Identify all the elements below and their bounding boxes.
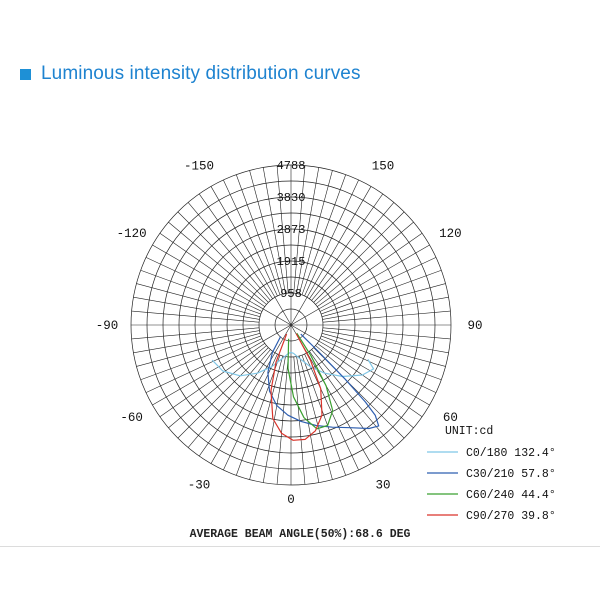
- grid-spoke: [276, 356, 289, 485]
- angle-label: 0: [287, 493, 295, 507]
- page-title: Luminous intensity distribution curves: [41, 63, 361, 84]
- angle-label: -30: [188, 478, 211, 492]
- grid-spoke: [293, 165, 306, 294]
- grid-spoke: [159, 232, 265, 307]
- grid-spoke: [296, 356, 320, 483]
- angle-label: 90: [467, 319, 482, 333]
- grid-spoke: [313, 211, 405, 303]
- grid-spoke: [223, 353, 278, 471]
- radial-tick-label: 958: [280, 287, 302, 301]
- grid-spoke: [131, 310, 260, 323]
- grid-spoke: [322, 327, 451, 340]
- grid-spoke: [322, 296, 449, 320]
- legend-entry: C30/210 57.8°: [466, 468, 556, 481]
- grid-spoke: [145, 338, 263, 393]
- grid-spoke: [311, 349, 395, 448]
- grid-spoke: [168, 345, 267, 429]
- section-header: Luminous intensity distribution curves: [20, 62, 361, 86]
- grid-spoke: [235, 174, 281, 296]
- grid-spoke: [140, 269, 262, 315]
- angle-label: -150: [184, 160, 214, 174]
- series-curve-2: [267, 333, 380, 430]
- radial-tick-label: 2873: [277, 223, 306, 237]
- grid-spoke: [309, 193, 384, 299]
- grid-spoke: [319, 257, 437, 312]
- grid-spoke: [317, 343, 423, 418]
- legend-entry: C60/240 44.4°: [466, 489, 556, 502]
- grid-spoke: [210, 324, 292, 464]
- grid-spoke: [290, 324, 430, 406]
- series-curve-4: [270, 333, 323, 441]
- average-beam-angle: AVERAGE BEAM ANGLE(50%):68.6 DEG: [189, 528, 411, 541]
- grid-spoke: [249, 355, 284, 480]
- grid-spoke: [311, 202, 395, 301]
- grid-spoke: [321, 332, 446, 367]
- grid-spoke: [298, 170, 333, 295]
- angle-label: 120: [439, 227, 462, 241]
- grid-spoke: [290, 186, 372, 326]
- grid-spoke: [290, 244, 430, 326]
- series-curve-1: [211, 351, 375, 378]
- grid-spoke: [140, 335, 262, 381]
- series-curve-3: [287, 332, 334, 430]
- grid-spoke: [198, 351, 273, 457]
- grid-spoke: [309, 351, 384, 457]
- grid-spoke: [249, 170, 284, 295]
- grid-spoke: [315, 345, 414, 429]
- grid-spoke: [319, 338, 437, 393]
- grid-spoke: [298, 355, 333, 480]
- grid-spoke: [131, 327, 260, 340]
- grid-spoke: [187, 202, 271, 301]
- grid-spoke: [159, 343, 265, 418]
- grid-spoke: [145, 257, 263, 312]
- grid-spoke: [136, 283, 261, 318]
- grid-spoke: [317, 232, 423, 307]
- angle-label: 60: [443, 411, 458, 425]
- grid-spoke: [198, 193, 273, 299]
- grid-spoke: [177, 347, 269, 439]
- square-bullet-icon: [20, 69, 31, 80]
- grid-spoke: [133, 330, 260, 354]
- radial-tick-label: 1915: [277, 255, 306, 269]
- grid-spoke: [152, 244, 292, 326]
- radial-tick-label: 4788: [277, 159, 306, 173]
- grid-spoke: [296, 167, 320, 294]
- unit-label: UNIT:cd: [445, 425, 493, 438]
- angle-label: -60: [120, 411, 143, 425]
- grid-spoke: [133, 296, 260, 320]
- grid-spoke: [276, 165, 289, 294]
- grid-spoke: [235, 354, 281, 476]
- grid-spoke: [136, 332, 261, 367]
- angle-label: -120: [117, 227, 147, 241]
- grid-spoke: [320, 269, 442, 315]
- grid-spoke: [262, 167, 286, 294]
- grid-spoke: [322, 330, 449, 354]
- angle-label: -90: [96, 319, 119, 333]
- grid-spoke: [304, 353, 359, 471]
- legend-entry: C0/180 132.4°: [466, 447, 556, 460]
- grid-spoke: [301, 354, 347, 476]
- radial-tick-label: 3830: [277, 191, 306, 205]
- grid-spoke: [168, 221, 267, 305]
- angle-label: 30: [375, 478, 390, 492]
- grid-spoke: [187, 349, 271, 448]
- angle-label: 150: [372, 160, 395, 174]
- grid-spoke: [262, 356, 286, 483]
- grid-spoke: [223, 179, 278, 297]
- grid-spoke: [152, 324, 292, 406]
- grid-spoke: [177, 211, 269, 303]
- grid-spoke: [320, 335, 442, 381]
- divider: [0, 546, 600, 547]
- grid-spoke: [321, 283, 446, 318]
- grid-spoke: [315, 221, 414, 305]
- grid-spoke: [210, 186, 292, 326]
- grid-spoke: [322, 310, 451, 323]
- legend-entry: C90/270 39.8°: [466, 510, 556, 523]
- grid-spoke: [301, 174, 347, 296]
- grid-spoke: [304, 179, 359, 297]
